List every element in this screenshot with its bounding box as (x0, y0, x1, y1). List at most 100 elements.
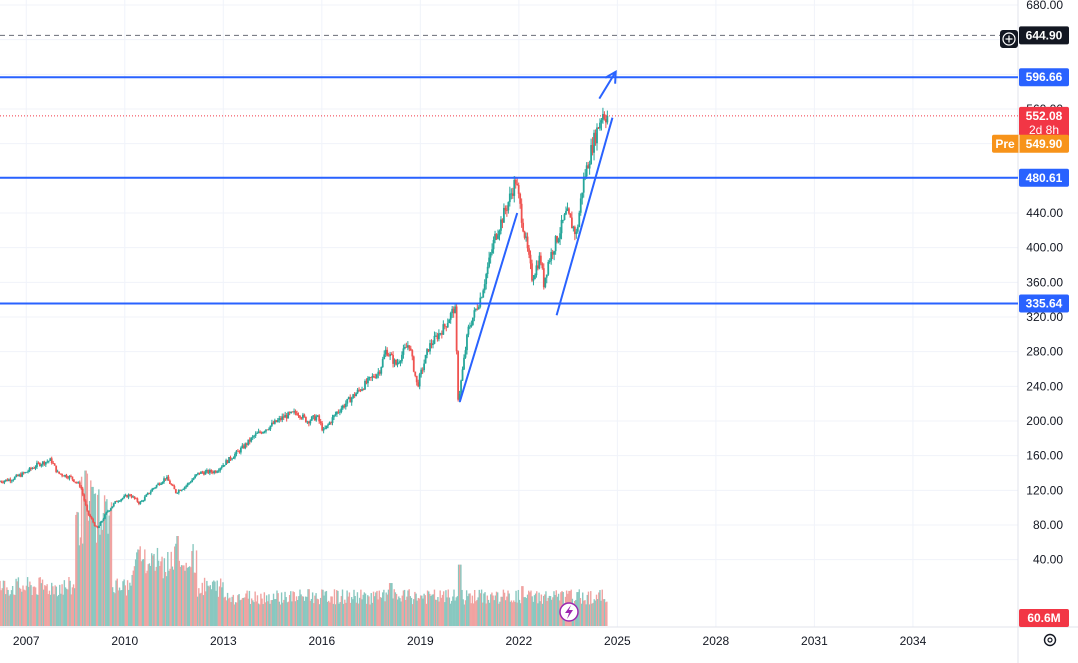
volume-bar (31, 594, 33, 626)
volume-bar (459, 564, 461, 626)
candle-body (445, 326, 448, 328)
candle-body (194, 475, 196, 479)
candle-body (361, 389, 363, 391)
volume-bar (113, 592, 115, 626)
volume-bar (111, 587, 114, 626)
arrow-line[interactable] (598, 71, 617, 100)
settings-gear-icon[interactable] (1043, 633, 1057, 647)
chart-drawings[interactable] (0, 34, 1018, 403)
candle-body (120, 499, 123, 501)
volume-bar (218, 586, 221, 626)
volume-bar (293, 592, 295, 626)
volume-bar (133, 566, 136, 626)
volume-bar (7, 589, 9, 626)
volume-bar (67, 589, 69, 626)
candle-body (353, 394, 356, 397)
crosshair-add-button[interactable] (1000, 30, 1018, 48)
candle-body (392, 355, 394, 364)
volume-bar (161, 556, 163, 626)
volume-bar (179, 566, 182, 626)
volume-bar (42, 589, 45, 626)
candle-body (265, 429, 267, 432)
volume-bar (355, 602, 357, 626)
volume-bar (159, 565, 161, 626)
candle-body (362, 389, 365, 390)
volume-bar (146, 570, 148, 626)
candle-body (480, 297, 483, 299)
volume-bar (155, 566, 158, 626)
candle-body (421, 369, 424, 371)
volume-bar (170, 551, 172, 626)
candle-body (223, 464, 226, 466)
candle-body (163, 478, 165, 482)
candle-body (217, 470, 220, 472)
candle-body (424, 354, 427, 364)
volume-bar (356, 592, 359, 626)
trend-line[interactable] (555, 117, 614, 316)
volume-bar (325, 590, 328, 626)
volume-bar (348, 592, 351, 626)
volume-bar (196, 596, 199, 626)
candle-body (476, 308, 479, 310)
candle-body (542, 268, 545, 288)
volume-bar (292, 591, 294, 626)
candle-body (43, 461, 46, 465)
volume-bar (187, 567, 190, 626)
volume-bar (552, 597, 554, 626)
candle-body (395, 360, 397, 365)
volume-bar (372, 591, 375, 626)
volume-bar (270, 600, 272, 626)
candle-body (186, 483, 189, 486)
volume-bar (264, 602, 267, 626)
volume-bar (71, 587, 74, 626)
volume-bar (290, 591, 292, 626)
time-tick-label: 2031 (801, 634, 828, 648)
volume-bar (185, 562, 187, 626)
candle-body (294, 411, 297, 414)
volume-bar (307, 589, 309, 626)
candle-body (439, 333, 442, 335)
trend-line[interactable] (458, 212, 519, 403)
candle-body (309, 420, 312, 424)
candle-body (470, 324, 473, 327)
candle-body (340, 408, 343, 412)
volume-bar (110, 502, 113, 626)
candle-body (532, 279, 535, 281)
candle-body (112, 503, 115, 507)
candle-body (263, 431, 266, 433)
volume-bar (462, 599, 464, 626)
volume-bar (24, 590, 26, 626)
volume-bar (410, 597, 413, 626)
lightning-icon[interactable] (559, 602, 579, 622)
candle-body (160, 483, 162, 485)
candle-body (207, 470, 210, 474)
volume-bar (445, 590, 447, 626)
crosshair-price-label: 644.90 (1026, 28, 1063, 42)
volume-bar (511, 602, 514, 626)
volume-bar (513, 600, 515, 626)
candle-body (285, 415, 288, 419)
volume-bar (592, 602, 594, 626)
volume-bar (377, 599, 379, 626)
candle-body (250, 437, 253, 442)
volume-bar (33, 586, 36, 626)
candle-body (573, 226, 576, 235)
volume-bar (245, 593, 247, 626)
time-axis[interactable]: 2007 2010 2013 2016 2019 2022 2025 2028 2031 2034 (13, 634, 927, 648)
volume-bar (605, 602, 607, 626)
volume-bar (490, 594, 492, 626)
arrow-head[interactable] (604, 69, 617, 84)
hline-596-label: 596.66 (1026, 70, 1063, 84)
volume-bar (32, 586, 35, 626)
volume-bar (442, 591, 445, 626)
hline-480-tag (1019, 168, 1069, 187)
candle-body (237, 450, 239, 452)
volume-bar (537, 603, 539, 626)
volume-bar (387, 589, 390, 626)
candle-body (411, 350, 414, 357)
volume-bar (95, 542, 98, 626)
candle-body (420, 369, 423, 375)
candle-body (505, 210, 508, 212)
volume-bar (167, 552, 169, 626)
